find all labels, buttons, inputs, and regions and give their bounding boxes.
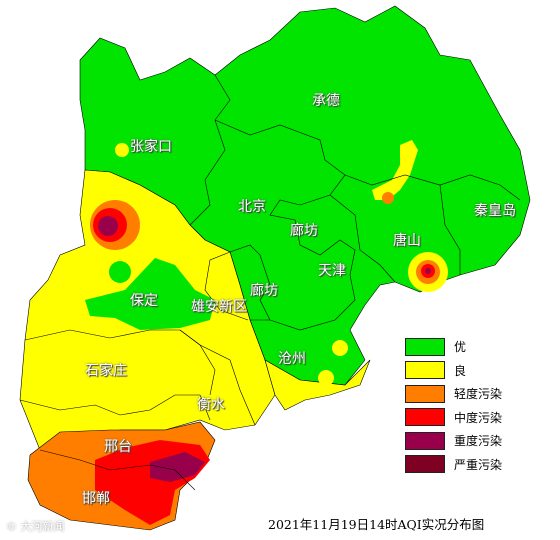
legend-label: 重度污染	[454, 434, 503, 449]
legend-label: 轻度污染	[454, 387, 503, 402]
legend-label: 良	[454, 363, 467, 378]
city-label-tianjin: 天津	[318, 263, 346, 279]
watermark: © 大河新闻	[6, 520, 65, 533]
legend-swatch	[405, 408, 445, 427]
legend-swatch	[405, 337, 445, 356]
legend-swatch	[405, 384, 445, 403]
legend-label: 中度污染	[454, 410, 503, 425]
city-label-xiongan: 雄安新区	[191, 299, 247, 315]
city-boundaries	[19, 74, 521, 491]
city-label-langfang-south: 廊坊	[250, 283, 278, 299]
city-label-hengshui: 衡水	[197, 397, 225, 413]
map-caption: 2021年11月19日14时AQI实况分布图	[268, 517, 485, 532]
city-label-beijing: 北京	[238, 199, 266, 215]
city-label-cangzhou: 沧州	[278, 351, 306, 367]
hotspot-heavy-nw	[98, 216, 118, 236]
legend-row: 中度污染	[405, 406, 545, 430]
spot-yellow-cz	[332, 340, 348, 356]
legend-label: 严重污染	[454, 457, 503, 472]
city-label-handan: 邯郸	[82, 491, 110, 507]
city-label-chengde: 承德	[312, 93, 340, 109]
legend-swatch	[405, 431, 445, 450]
city-label-tangshan: 唐山	[393, 233, 421, 249]
region-good-baoding	[85, 258, 215, 330]
city-label-shijiazhuang: 石家庄	[85, 363, 127, 379]
city-label-baoding: 保定	[130, 293, 158, 309]
legend-row: 重度污染	[405, 429, 545, 453]
spot-orange-chengde	[382, 192, 394, 204]
region-good-spot	[109, 261, 131, 283]
spot-yellow-chengde	[372, 140, 418, 200]
city-label-zhangjiakou: 张家口	[130, 139, 172, 155]
spot-yellow-cz2	[318, 370, 334, 386]
legend-label: 优	[454, 340, 467, 355]
legend-swatch	[405, 455, 445, 474]
city-label-xingtai: 邢台	[104, 439, 132, 455]
spot-yellow-zjk	[115, 143, 129, 157]
region-heavy-south	[150, 452, 205, 482]
city-label-langfang-north: 廊坊	[290, 223, 318, 239]
legend-row: 严重污染	[405, 453, 545, 477]
legend-swatch	[405, 361, 445, 380]
city-label-qinhuangdao: 秦皇岛	[474, 203, 516, 219]
legend-row: 轻度污染	[405, 382, 545, 406]
aqi-legend: 优 良 轻度污染 中度污染 重度污染 严重污染	[405, 335, 545, 476]
legend-row: 良	[405, 359, 545, 383]
hotspot-heavy-ts	[425, 268, 431, 274]
legend-row: 优	[405, 335, 545, 359]
